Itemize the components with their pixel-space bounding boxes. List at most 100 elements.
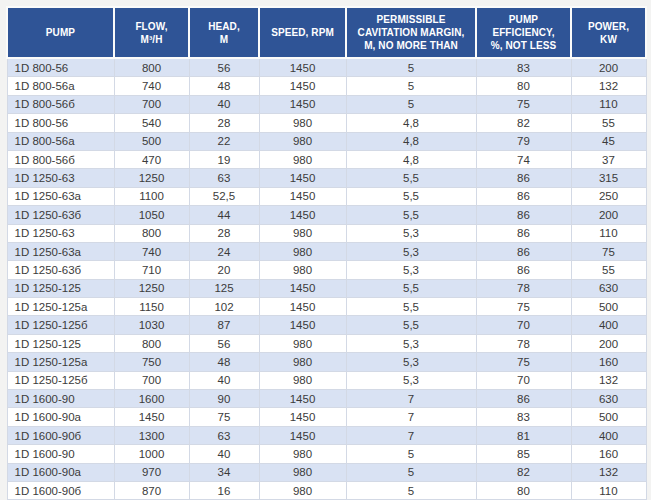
- cell-head: 28: [189, 224, 259, 242]
- cell-pump: 1D 800-56: [7, 114, 114, 132]
- cell-speed: 980: [259, 261, 346, 279]
- cell-cavitation: 5,3: [346, 371, 476, 389]
- table-row: 1D 1250-63б710209805,38655: [7, 261, 646, 279]
- cell-power: 55: [571, 261, 646, 279]
- cell-pump: 1D 1250-125б: [7, 316, 114, 334]
- cell-pump: 1D 1600-90б: [7, 481, 114, 499]
- cell-head: 40: [189, 95, 259, 113]
- cell-pump: 1D 1600-90: [7, 390, 114, 408]
- cell-speed: 1450: [259, 187, 346, 205]
- cell-pump: 1D 800-56б: [7, 95, 114, 113]
- cell-cavitation: 5: [346, 445, 476, 463]
- cell-speed: 980: [259, 132, 346, 150]
- cell-head: 87: [189, 316, 259, 334]
- column-header-speed: SPEED, RPM: [259, 7, 346, 58]
- table-row: 1D 1250-125a115010214505,575500: [7, 298, 646, 316]
- cell-speed: 1450: [259, 58, 346, 77]
- table-row: 1D 1250-125800569805,378200: [7, 334, 646, 352]
- cell-efficiency: 86: [476, 261, 571, 279]
- cell-pump: 1D 1600-90б: [7, 426, 114, 444]
- cell-pump: 1D 1250-63a: [7, 187, 114, 205]
- cell-power: 315: [571, 169, 646, 187]
- cell-cavitation: 5: [346, 95, 476, 113]
- column-header-pump: PUMP: [7, 7, 114, 58]
- cell-power: 37: [571, 150, 646, 168]
- cell-speed: 1450: [259, 316, 346, 334]
- cell-head: 48: [189, 353, 259, 371]
- cell-speed: 980: [259, 334, 346, 352]
- cell-head: 56: [189, 334, 259, 352]
- cell-power: 110: [571, 481, 646, 499]
- cell-efficiency: 86: [476, 242, 571, 260]
- cell-speed: 980: [259, 445, 346, 463]
- cell-efficiency: 86: [476, 224, 571, 242]
- cell-efficiency: 86: [476, 169, 571, 187]
- cell-pump: 1D 1600-90a: [7, 408, 114, 426]
- header-row: PUMP FLOW,M³/H HEAD,M SPEED, RPM PERMISS…: [7, 7, 646, 58]
- cell-cavitation: 5,3: [346, 242, 476, 260]
- cell-flow: 540: [114, 114, 189, 132]
- table-row: 1D 1250-125б700409805,370132: [7, 371, 646, 389]
- cell-speed: 1450: [259, 426, 346, 444]
- cell-head: 125: [189, 279, 259, 297]
- cell-pump: 1D 1250-125: [7, 334, 114, 352]
- cell-flow: 740: [114, 77, 189, 95]
- cell-speed: 1450: [259, 169, 346, 187]
- cell-pump: 1D 1250-63б: [7, 261, 114, 279]
- table-row: 1D 1600-90a1450751450783500: [7, 408, 646, 426]
- cell-head: 52,5: [189, 187, 259, 205]
- cell-flow: 1600: [114, 390, 189, 408]
- cell-flow: 1300: [114, 426, 189, 444]
- cell-efficiency: 80: [476, 481, 571, 499]
- cell-head: 28: [189, 114, 259, 132]
- cell-flow: 500: [114, 132, 189, 150]
- table-row: 1D 800-56540289804,88255: [7, 114, 646, 132]
- cell-efficiency: 82: [476, 114, 571, 132]
- cell-power: 160: [571, 445, 646, 463]
- cell-power: 400: [571, 316, 646, 334]
- table-row: 1D 1250-125б10308714505,570400: [7, 316, 646, 334]
- cell-flow: 1100: [114, 187, 189, 205]
- cell-cavitation: 7: [346, 408, 476, 426]
- cell-flow: 870: [114, 481, 189, 499]
- cell-power: 132: [571, 463, 646, 481]
- cell-flow: 800: [114, 224, 189, 242]
- cell-speed: 980: [259, 481, 346, 499]
- cell-flow: 1030: [114, 316, 189, 334]
- cell-pump: 1D 1600-90a: [7, 463, 114, 481]
- cell-head: 20: [189, 261, 259, 279]
- table-header: PUMP FLOW,M³/H HEAD,M SPEED, RPM PERMISS…: [7, 7, 646, 58]
- cell-speed: 1450: [259, 206, 346, 224]
- cell-flow: 750: [114, 353, 189, 371]
- cell-speed: 1450: [259, 95, 346, 113]
- cell-power: 75: [571, 242, 646, 260]
- cell-cavitation: 5,5: [346, 169, 476, 187]
- cell-flow: 1000: [114, 445, 189, 463]
- cell-flow: 470: [114, 150, 189, 168]
- cell-power: 500: [571, 408, 646, 426]
- table-row: 1D 800-56a740481450580132: [7, 77, 646, 95]
- cell-efficiency: 83: [476, 408, 571, 426]
- cell-speed: 980: [259, 353, 346, 371]
- cell-power: 160: [571, 353, 646, 371]
- cell-pump: 1D 800-56a: [7, 77, 114, 95]
- cell-cavitation: 5,3: [346, 353, 476, 371]
- cell-efficiency: 81: [476, 426, 571, 444]
- cell-speed: 980: [259, 114, 346, 132]
- table-row: 1D 1250-63a740249805,38675: [7, 242, 646, 260]
- cell-power: 45: [571, 132, 646, 150]
- cell-power: 200: [571, 334, 646, 352]
- column-header-efficiency: PUMPEFFICIENCY,%, NOT LESS: [476, 7, 571, 58]
- cell-head: 56: [189, 58, 259, 77]
- cell-head: 19: [189, 150, 259, 168]
- table-row: 1D 1250-63a110052,514505,586250: [7, 187, 646, 205]
- cell-efficiency: 70: [476, 316, 571, 334]
- table-row: 1D 1600-90б87016980580110: [7, 481, 646, 499]
- cell-head: 63: [189, 169, 259, 187]
- cell-head: 75: [189, 408, 259, 426]
- table-row: 1D 1600-90100040980585160: [7, 445, 646, 463]
- page: PUMP FLOW,M³/H HEAD,M SPEED, RPM PERMISS…: [0, 0, 651, 500]
- cell-cavitation: 5,3: [346, 224, 476, 242]
- cell-speed: 980: [259, 371, 346, 389]
- cell-efficiency: 79: [476, 132, 571, 150]
